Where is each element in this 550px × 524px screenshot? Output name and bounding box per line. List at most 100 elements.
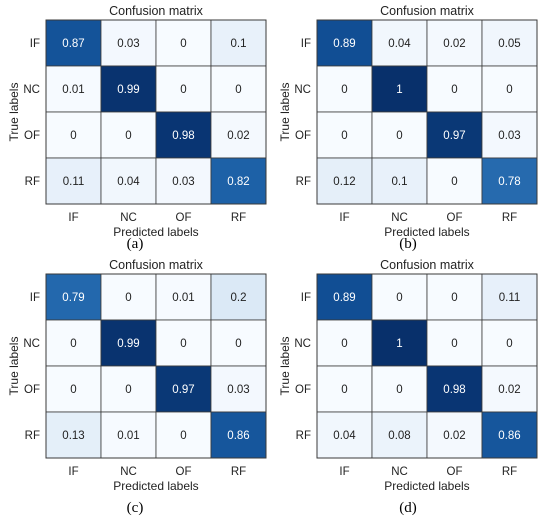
heatmap-cell: [426, 157, 483, 205]
plot-frame: [316, 19, 538, 205]
x-tick-label: RF: [231, 212, 246, 224]
cell-value-label: 0: [396, 292, 402, 304]
cell-value-label: 0.02: [227, 130, 249, 142]
heatmap-cell: [426, 319, 483, 367]
cell-value-label: 0.99: [117, 84, 139, 96]
y-tick-label: NC: [23, 338, 40, 350]
x-axis-label: Predicted labels: [384, 225, 469, 239]
y-axis-label: True labels: [278, 337, 292, 396]
cell-value-label: 0.12: [333, 176, 355, 188]
confusion-matrix-panel: Confusion matrix 0.89 0 0 0.11 0 1 0 0 0 0 0.98 0.02…: [278, 258, 538, 516]
y-axis-label: True labels: [7, 337, 21, 396]
x-tick-label: IF: [68, 212, 78, 224]
panel-caption: (c): [127, 500, 144, 516]
chart-title: Confusion matrix: [109, 4, 204, 18]
heatmap-cell: [371, 273, 428, 321]
cell-value-label: 0.98: [172, 130, 194, 142]
cell-value-label: 0.02: [443, 38, 465, 50]
cell-value-label: 0.89: [333, 38, 355, 50]
y-tick-label: NC: [294, 338, 311, 350]
x-tick-label: IF: [339, 466, 349, 478]
cell-value-label: 0.02: [498, 384, 520, 396]
cell-value-label: 0.03: [498, 130, 520, 142]
cell-value-label: 0: [396, 384, 402, 396]
cell-value-label: 0.04: [388, 38, 411, 50]
x-tick-label: RF: [502, 466, 517, 478]
x-tick-label: OF: [176, 466, 192, 478]
cell-value-label: 0: [341, 130, 347, 142]
x-tick-label: IF: [68, 466, 78, 478]
cell-value-label: 0.86: [227, 430, 249, 442]
cell-value-label: 0.01: [117, 430, 139, 442]
heatmap-cell: [210, 19, 267, 67]
heatmap-cell: [100, 411, 157, 459]
cell-value-label: 0: [235, 84, 241, 96]
heatmap-cell: [100, 111, 157, 159]
y-axis-label: True labels: [278, 83, 292, 142]
cell-value-label: 0.11: [499, 292, 521, 304]
heatmap-cell: [481, 411, 538, 459]
cell-value-label: 0: [125, 130, 131, 142]
cell-value-label: 0: [506, 84, 512, 96]
cell-value-label: 0.99: [117, 338, 139, 350]
heatmap-cell: [100, 19, 157, 67]
panel-caption: (b): [399, 236, 417, 252]
heatmap-cell: [481, 19, 538, 67]
x-tick-label: OF: [447, 212, 463, 224]
heatmap-cell: [155, 319, 212, 367]
cell-value-label: 0.86: [498, 430, 520, 442]
cell-value-label: 0.05: [498, 38, 520, 50]
heatmap-cell: [155, 273, 212, 321]
heatmap-cell: [481, 319, 538, 367]
heatmap-cell: [210, 65, 267, 113]
heatmap-cell: [481, 65, 538, 113]
y-tick-label: NC: [23, 84, 40, 96]
y-tick-label: RF: [25, 430, 40, 442]
heatmap-cell: [371, 111, 428, 159]
panel-caption: (a): [127, 236, 144, 252]
y-tick-label: RF: [296, 430, 311, 442]
confusion-matrix-panel: Confusion matrix 0.79 0 0.01 0.2 0 0.99 0 0 0 0 0.9…: [7, 258, 267, 516]
cell-value-label: 0.97: [443, 130, 465, 142]
cell-value-label: 0.87: [62, 38, 84, 50]
y-tick-label: OF: [295, 130, 311, 142]
x-tick-label: OF: [176, 212, 192, 224]
cell-value-label: 0.89: [333, 292, 355, 304]
heatmap-cell: [481, 273, 538, 321]
cell-value-label: 0.2: [231, 292, 247, 304]
heatmap-cell: [100, 157, 157, 205]
heatmap-cell: [316, 365, 373, 413]
cell-value-label: 0.04: [117, 176, 140, 188]
heatmap-cell: [316, 157, 373, 205]
cell-value-label: 0: [396, 130, 402, 142]
cell-value-label: 0.79: [62, 292, 84, 304]
chart-title: Confusion matrix: [109, 258, 204, 272]
cell-value-label: 0: [180, 430, 186, 442]
heatmap-cell: [45, 411, 102, 459]
x-tick-label: NC: [120, 212, 137, 224]
chart-title: Confusion matrix: [380, 258, 475, 272]
heatmap-cell: [316, 111, 373, 159]
panel-caption: (d): [399, 500, 417, 516]
heatmap-cell: [100, 365, 157, 413]
cell-value-label: 1: [396, 338, 402, 350]
y-tick-label: IF: [30, 38, 40, 50]
heatmap-cell: [371, 157, 428, 205]
cell-value-label: 0: [70, 384, 76, 396]
x-axis-label: Predicted labels: [113, 225, 198, 239]
cell-value-label: 0.98: [443, 384, 465, 396]
x-tick-label: NC: [120, 466, 137, 478]
cell-value-label: 0.78: [498, 176, 520, 188]
cell-value-label: 0: [341, 84, 347, 96]
heatmap-cell: [371, 19, 428, 67]
heatmap-cell: [45, 365, 102, 413]
x-tick-label: NC: [391, 212, 408, 224]
y-tick-label: OF: [295, 384, 311, 396]
y-tick-label: IF: [301, 292, 311, 304]
heatmap-cell: [210, 157, 267, 205]
confusion-matrix-panel: Confusion matrix 0.89 0.04 0.02 0.05 0 1 0 0 0 0 0.…: [278, 4, 538, 252]
cell-value-label: 0: [451, 292, 457, 304]
cell-value-label: 0: [235, 338, 241, 350]
plot-frame: [45, 273, 267, 459]
